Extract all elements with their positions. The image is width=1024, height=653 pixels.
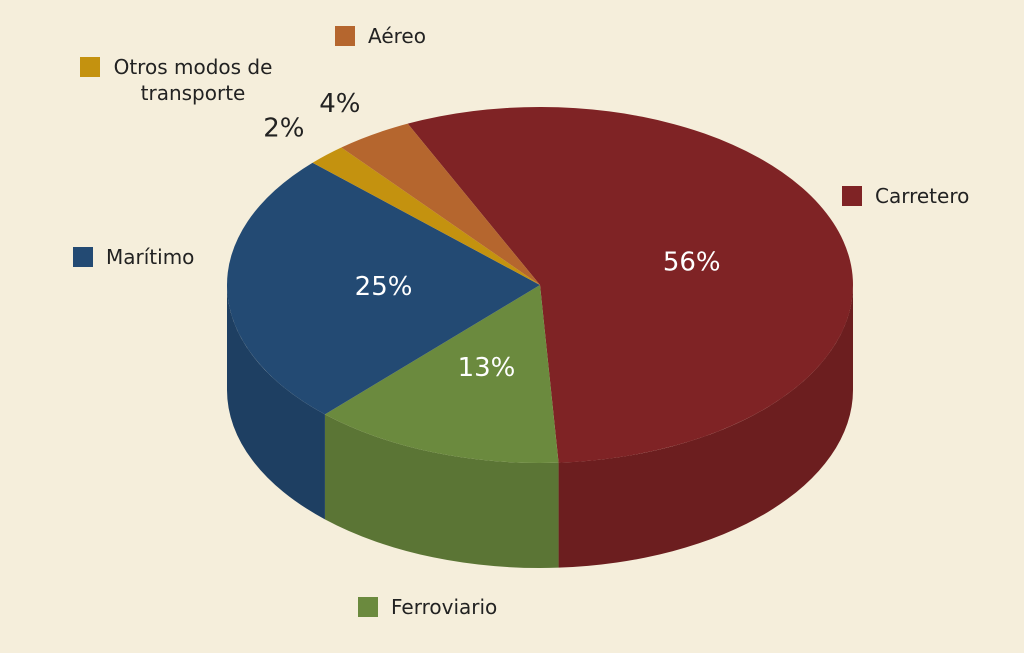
legend-item: Marítimo	[73, 244, 194, 270]
pie-side	[558, 285, 854, 568]
legend-swatch	[80, 57, 100, 77]
value-label: 4%	[319, 89, 360, 119]
legend-label: Ferroviario	[391, 595, 498, 619]
pie-side	[227, 285, 325, 520]
legend-swatch	[358, 597, 378, 617]
value-label: 13%	[458, 353, 516, 383]
value-label: 2%	[263, 113, 304, 143]
legend-label: Carretero	[875, 184, 970, 208]
pie-slice	[407, 106, 854, 463]
legend-swatch	[73, 247, 93, 267]
pie-slice	[324, 285, 559, 463]
legend-item: Otros modos de transporte	[80, 54, 273, 106]
pie-side	[324, 414, 559, 569]
pie-slice	[312, 147, 540, 285]
legend-item: Aéreo	[335, 23, 426, 49]
legend-item: Ferroviario	[358, 594, 497, 620]
legend-swatch	[842, 186, 862, 206]
pie-slice	[341, 123, 540, 285]
legend-item: Carretero	[842, 183, 969, 209]
pie-slice	[227, 162, 541, 415]
value-label: 25%	[355, 272, 413, 302]
legend-label: Marítimo	[106, 245, 195, 269]
legend-label: Aéreo	[368, 24, 426, 48]
legend-label: Otros modos de transporte	[113, 55, 273, 105]
value-label: 56%	[663, 248, 721, 278]
legend-swatch	[335, 26, 355, 46]
